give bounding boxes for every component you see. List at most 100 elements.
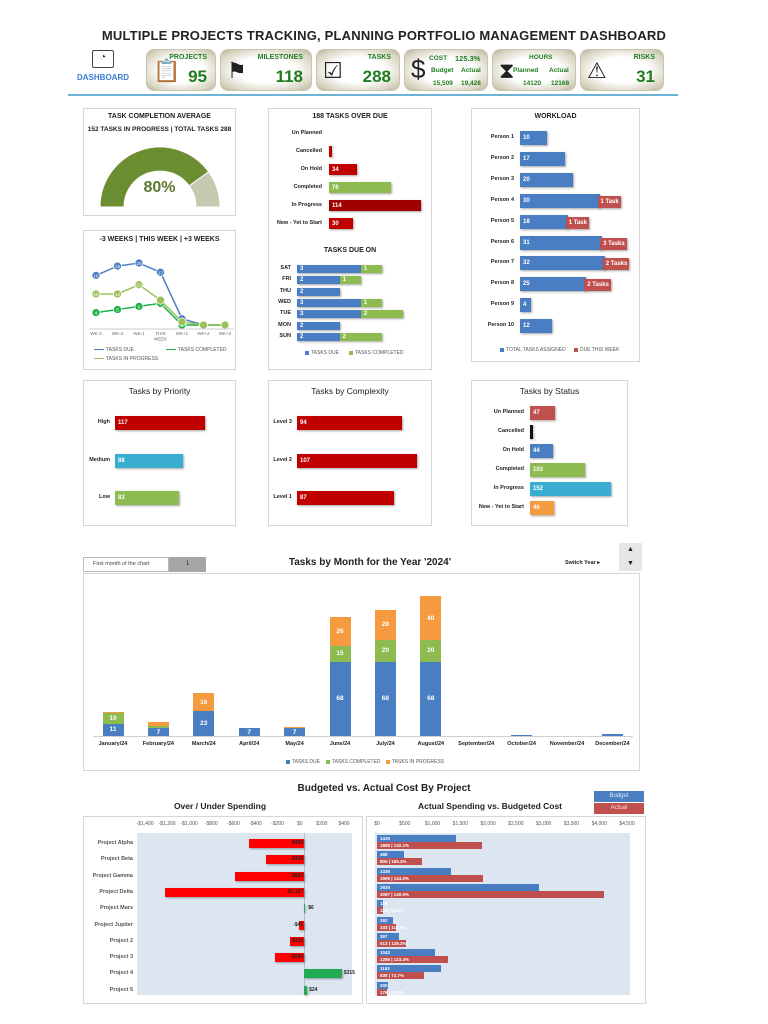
actual-bar: 513 | 129.2% — [377, 939, 407, 947]
planned-value: 14120 — [523, 80, 542, 87]
bar-label: Completed — [293, 183, 322, 190]
bar-label: Person 6 — [490, 238, 514, 245]
kpi-value: 118 — [275, 67, 303, 86]
x-axis — [93, 736, 633, 737]
due-this-week-bar: 3 Tasks — [600, 237, 627, 250]
bar — [164, 887, 305, 897]
kpi-value: 31 — [636, 67, 655, 86]
bar-value-label: $6 — [308, 905, 314, 912]
data-point — [134, 302, 144, 311]
kpi-risks: ⚠ RISKS 31 — [580, 49, 664, 91]
bar-label: In Progress — [291, 201, 322, 208]
x-tick-label: -$1,200 — [158, 821, 176, 827]
column-segment: 7 — [238, 728, 260, 736]
actual-bar: 1888 | 132.1% — [377, 842, 482, 849]
x-tick-label: $2,500 — [508, 821, 524, 827]
zero-line — [304, 833, 306, 995]
actual-label: Actual — [461, 67, 481, 74]
x-tick-label: January/24 — [98, 741, 128, 747]
bar: 1 — [339, 276, 361, 285]
column-segment: 68 — [329, 661, 351, 736]
dashboard-button[interactable]: ◔ DASHBOARD — [72, 50, 134, 92]
bar: 3 — [530, 425, 536, 439]
due-this-week-bar: 1 Task — [597, 195, 621, 208]
over-under-plot-area — [137, 833, 352, 995]
bar-label: Person 7 — [490, 259, 514, 266]
x-tick-label: -$1,000 — [180, 821, 198, 827]
bar: 30 — [329, 218, 354, 229]
bar-label: Level 3 — [273, 419, 292, 425]
bar-label: WED — [278, 298, 291, 305]
year-up-button[interactable]: ▲ — [619, 543, 642, 557]
bar: 44 — [530, 444, 554, 458]
data-point — [134, 258, 144, 268]
x-tick-label: $0 — [374, 821, 380, 827]
kpi-label: MILESTONES — [257, 54, 303, 61]
bar-label: Un Planned — [493, 409, 524, 415]
column-segment — [147, 721, 169, 727]
legend-tasks-due: TASKS DUE — [286, 759, 320, 765]
legend-actual: Actual — [594, 803, 644, 814]
x-tick-label: August/24 — [417, 741, 445, 747]
actual-bar: 110 | 94.8% — [377, 907, 404, 915]
due-this-week-bar: 2 Tasks — [584, 279, 611, 292]
cost-percent: 125.3% — [455, 54, 481, 63]
column-segment: 7 — [147, 728, 169, 736]
kpi-header: ◔ DASHBOARD 📋 PROJECTS 95 ⚑ MILESTONES 1… — [68, 46, 678, 96]
chart-title: -3 WEEKS | THIS WEEK | +3 WEEKS — [99, 236, 220, 243]
legend-tasks-due: TASKS DUE — [305, 350, 339, 356]
column-segment — [284, 727, 306, 729]
column-segment: 68 — [420, 661, 442, 736]
x-tick-label: WK-3 — [90, 331, 102, 336]
legend-tasks-in-progress: TASKS IN PROGRESS — [386, 759, 444, 765]
x-tick-label: February/24 — [142, 741, 174, 747]
bar-value-label: -$116 — [290, 937, 304, 944]
bar-label: TUE — [280, 310, 291, 317]
bar-label: SAT — [280, 265, 291, 271]
bar-label: Low — [99, 494, 110, 500]
page-title: MULTIPLE PROJECTS TRACKING, PLANNING POR… — [101, 28, 667, 43]
bar: 10 — [520, 131, 547, 145]
column-segment: 16 — [193, 693, 215, 711]
actual-bar: 1286 | 123.4% — [377, 956, 449, 964]
point-label: 4 — [95, 311, 98, 316]
bar-label: Un Planned — [291, 129, 322, 136]
bar: 18 — [520, 214, 568, 229]
bar: 32 — [520, 256, 605, 271]
bar-label: Person 2 — [490, 154, 514, 161]
column-segment: 7 — [284, 728, 306, 736]
bar — [304, 904, 306, 914]
column-segment: 20 — [374, 640, 396, 662]
kpi-milestones: ⚑ MILESTONES 118 — [220, 49, 312, 91]
year-down-button[interactable]: ▼ — [619, 557, 642, 571]
x-tick-label: $400 — [338, 821, 350, 827]
point-label: 17 — [158, 270, 164, 275]
x-tick-label: September/24 — [458, 741, 495, 747]
kpi-label: RISKS — [633, 54, 655, 61]
kpi-projects: 📋 PROJECTS 95 — [146, 49, 216, 91]
switch-year-button[interactable]: Switch Year ▸ — [565, 560, 601, 566]
bar: 94 — [297, 416, 403, 430]
dollar-icon: $ — [411, 54, 426, 84]
chart-title: Tasks by Complexity — [311, 386, 389, 396]
first-month-input[interactable]: 1 — [169, 557, 206, 572]
first-month-label: First month of the chart — [83, 557, 169, 572]
bar: 83 — [115, 491, 179, 505]
legend-tasks-completed: TASKS COMPLETED — [349, 350, 404, 356]
bar-value-label: -$41 — [293, 921, 304, 928]
x-tick-label: $4,000 — [591, 821, 607, 827]
weeks-panel: -3 WEEKS | THIS WEEK | +3 WEEKS 16 19 20 17… — [83, 230, 236, 370]
x-tick-label: April/24 — [239, 741, 260, 747]
x-tick-label: THIS — [155, 331, 165, 336]
bar-value-label: -$318 — [290, 856, 304, 863]
actual-bar: 806 | 165.2% — [377, 858, 422, 866]
bar-label: On Hold — [300, 165, 322, 172]
bar: 30 — [520, 193, 600, 208]
bar — [275, 953, 305, 963]
kpi-label: COST — [429, 55, 448, 62]
column-segment — [102, 712, 124, 714]
cost-section-title: Budgeted vs. Actual Cost By Project — [297, 783, 471, 794]
bar: 12 — [520, 319, 552, 334]
data-point — [177, 317, 187, 327]
bar-label: Cancelled — [296, 147, 322, 154]
